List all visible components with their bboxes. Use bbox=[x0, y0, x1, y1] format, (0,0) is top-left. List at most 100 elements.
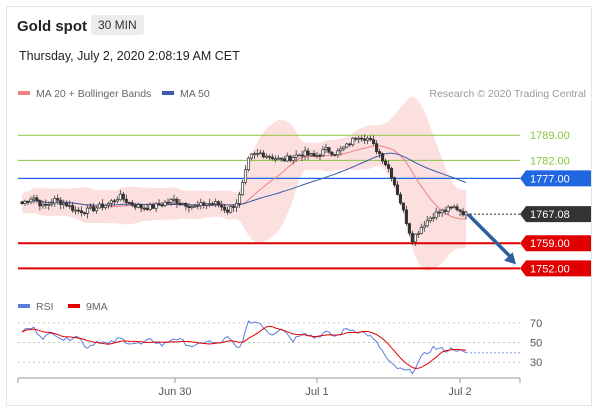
level-tag-1752.00: 1752.00 bbox=[520, 260, 591, 277]
candle-body bbox=[428, 217, 432, 222]
candle-body bbox=[133, 204, 137, 208]
candle-body bbox=[88, 206, 93, 209]
interval-badge[interactable]: 30 MIN bbox=[91, 15, 144, 35]
candle-body bbox=[306, 150, 310, 156]
time-tick-label: Jul 2 bbox=[448, 386, 471, 398]
candle-body bbox=[175, 198, 179, 204]
candle-body bbox=[369, 137, 373, 141]
candle-body bbox=[452, 206, 456, 209]
candle-body bbox=[407, 223, 411, 234]
candle-body bbox=[59, 199, 63, 205]
candle-body bbox=[32, 197, 36, 200]
candle-body bbox=[282, 158, 286, 162]
candle-body bbox=[395, 184, 400, 195]
candle-body bbox=[190, 206, 194, 209]
candle-body bbox=[214, 201, 218, 205]
candle-body bbox=[240, 181, 245, 196]
candle-body bbox=[249, 153, 253, 159]
ma9-legend-swatch bbox=[68, 304, 80, 308]
rsi-legend-label: RSI bbox=[36, 301, 54, 313]
candle-body bbox=[351, 137, 355, 146]
forecast-arrow-shaft bbox=[466, 212, 514, 260]
candle-body bbox=[80, 210, 84, 214]
candle-body bbox=[217, 201, 221, 206]
candle-body bbox=[330, 151, 334, 155]
candle-body bbox=[127, 202, 131, 204]
bb-legend-swatch bbox=[18, 91, 30, 95]
candle-body bbox=[381, 153, 385, 162]
rsi-ma9-line bbox=[21, 325, 467, 369]
candle-body bbox=[163, 201, 167, 206]
candle-body bbox=[121, 193, 125, 200]
candle-body bbox=[303, 150, 307, 157]
time-tick-label: Jul 1 bbox=[305, 386, 328, 398]
candle-body bbox=[130, 202, 134, 206]
candle-body bbox=[270, 156, 274, 160]
candle-body bbox=[434, 211, 438, 218]
candle-body bbox=[136, 204, 140, 208]
candle-body bbox=[297, 154, 301, 157]
candle-body bbox=[181, 203, 185, 205]
candles bbox=[20, 134, 468, 246]
candle-body bbox=[38, 200, 42, 207]
price-panel: 1789.00 1782.00 1777.00 1767.08 1759.00 1752.… bbox=[18, 96, 591, 277]
candle-body bbox=[383, 160, 388, 166]
candle-body bbox=[357, 137, 361, 140]
candle-body bbox=[115, 199, 119, 202]
candle-body bbox=[360, 137, 364, 140]
candle-body bbox=[354, 137, 358, 140]
candle-body bbox=[386, 164, 391, 169]
candle-body bbox=[425, 220, 429, 227]
level-tag-1767.08: 1767.08 bbox=[520, 206, 591, 223]
candle-body bbox=[47, 203, 51, 206]
candle-body bbox=[237, 194, 242, 204]
candle-body bbox=[26, 200, 30, 203]
candle-body bbox=[315, 154, 319, 157]
candle-body bbox=[327, 147, 331, 153]
level-label-1782.00: 1782.00 bbox=[530, 155, 570, 167]
candle-body bbox=[285, 155, 289, 162]
candle-body bbox=[366, 137, 370, 141]
candle-body bbox=[157, 203, 161, 206]
candle-body bbox=[62, 202, 66, 205]
level-tag-box bbox=[520, 235, 591, 252]
level-tag-label: 1777.00 bbox=[530, 173, 570, 185]
candle-body bbox=[103, 204, 107, 208]
candle-body bbox=[94, 207, 99, 212]
level-tag-label: 1767.08 bbox=[530, 209, 570, 221]
candle-body bbox=[336, 150, 340, 156]
candle-body bbox=[458, 209, 462, 212]
candle-body bbox=[318, 154, 322, 157]
candle-body bbox=[91, 206, 96, 212]
candle-body bbox=[124, 198, 128, 203]
level-tag-1777.00: 1777.00 bbox=[520, 170, 591, 187]
candle-body bbox=[264, 155, 268, 158]
candle-body bbox=[464, 211, 468, 216]
forecast-arrow-head bbox=[504, 252, 516, 265]
level-tag-box bbox=[520, 260, 591, 277]
candle-body bbox=[443, 209, 447, 212]
candle-body bbox=[172, 198, 176, 201]
candle-body bbox=[461, 210, 465, 216]
candle-body bbox=[333, 154, 337, 156]
candle-body bbox=[401, 202, 405, 211]
candle-body bbox=[86, 207, 90, 214]
candle-body bbox=[294, 154, 298, 158]
level-tag-label: 1752.00 bbox=[530, 263, 570, 275]
candle-body bbox=[77, 209, 81, 212]
level-tag-box bbox=[520, 170, 591, 187]
candle-body bbox=[65, 202, 69, 207]
candle-body bbox=[193, 205, 197, 208]
candle-body bbox=[309, 153, 313, 156]
level-tag-1759.00: 1759.00 bbox=[520, 235, 591, 252]
candle-body bbox=[404, 209, 408, 224]
candle-body bbox=[339, 148, 343, 152]
credit-label: Research © 2020 Trading Central bbox=[429, 88, 586, 100]
candle-body bbox=[431, 217, 435, 219]
level-tag-box bbox=[520, 206, 591, 223]
time-tick-label: Jun 30 bbox=[158, 386, 191, 398]
rsi-tick-30: 30 bbox=[530, 357, 542, 369]
candle-body bbox=[100, 203, 105, 208]
ma50-legend-swatch bbox=[162, 91, 174, 95]
